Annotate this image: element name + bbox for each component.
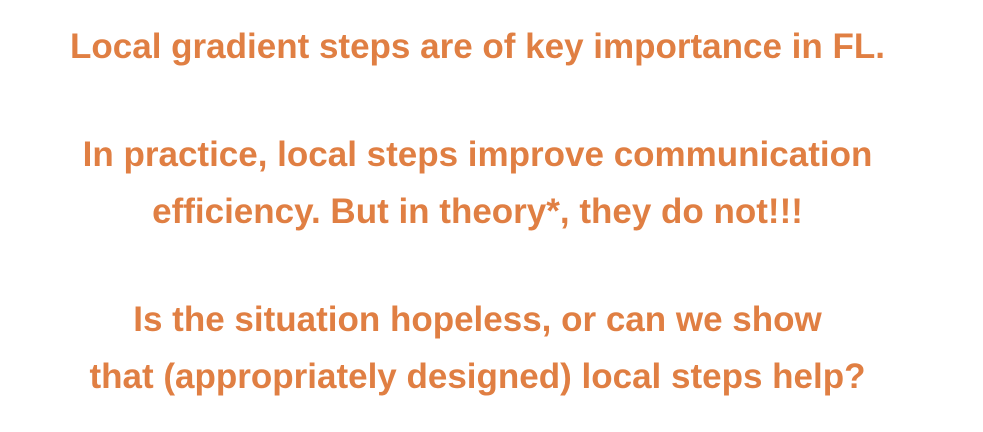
question-line-2: that (appropriately designed) local step… — [89, 357, 866, 396]
statement-practice-line-1: In practice, local steps improve communi… — [82, 135, 873, 174]
statement-practice-line-2: efficiency. But in theory*, they do not!… — [152, 192, 803, 231]
statement-local-steps-importance: Local gradient steps are of key importan… — [70, 27, 885, 66]
question-line-1: Is the situation hopeless, or can we sho… — [133, 300, 822, 339]
